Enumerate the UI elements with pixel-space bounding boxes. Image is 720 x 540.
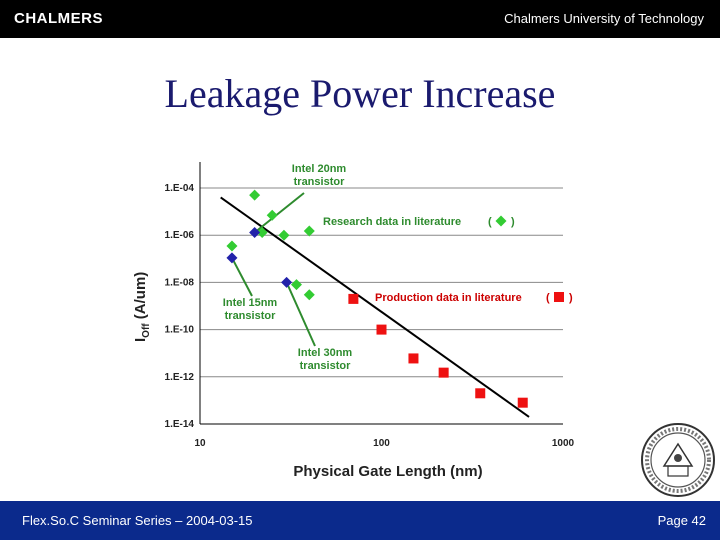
y-tick-label: 1.E-08 [165, 277, 195, 288]
annotation-arrow [285, 281, 316, 347]
data-point-production [408, 353, 419, 364]
marker-group [226, 189, 528, 408]
x-tick-label: 10 [194, 438, 206, 449]
data-point-research [278, 229, 290, 241]
annotation-arrow [231, 257, 253, 297]
legend-research-close: ) [511, 216, 515, 228]
annotation-arrow [254, 192, 305, 234]
legend-research-open: ( [488, 216, 492, 228]
y-tick-label: 1.E-06 [165, 230, 195, 241]
legend-production-open: ( [546, 292, 550, 304]
trendline [220, 196, 530, 418]
footer-series: Flex.So.C Seminar Series – 2004-03-15 [22, 513, 253, 528]
legend-research-marker [495, 215, 507, 227]
chart-axes [199, 162, 563, 425]
data-point-research [266, 209, 278, 221]
data-point-intel [281, 276, 293, 288]
x-axis-label: Physical Gate Length (nm) [293, 463, 482, 480]
data-point-production [475, 388, 486, 399]
page-number: Page 42 [657, 513, 706, 528]
data-point-research [303, 289, 315, 301]
footer-bar: Flex.So.C Seminar Series – 2004-03-15 Pa… [0, 501, 720, 540]
chalmers-logo: CHALMERS [14, 10, 103, 27]
university-seal-icon [641, 423, 715, 497]
data-point-intel [226, 252, 238, 264]
y-axis-label: IOff (A/um) [132, 272, 152, 342]
annotation-label: Intel 15nm [223, 297, 278, 309]
x-tick-label: 100 [373, 438, 390, 449]
legend-production-marker [554, 292, 564, 302]
legend-production-label: Production data in literature [375, 292, 522, 304]
data-point-research [249, 189, 261, 201]
data-point-research [303, 225, 315, 237]
data-point-production [517, 397, 528, 408]
y-tick-label: 1.E-10 [165, 325, 195, 336]
x-tick-label: 1000 [552, 438, 575, 449]
y-tick-label: 1.E-12 [165, 372, 195, 383]
data-point-research [290, 279, 302, 291]
y-tick-label: 1.E-14 [165, 419, 195, 430]
university-name: Chalmers University of Technology [504, 11, 704, 26]
annotation-label: transistor [300, 360, 351, 372]
trendline-group [220, 196, 530, 418]
data-point-production [438, 367, 449, 378]
y-tick-label: 1.E-04 [165, 183, 195, 194]
data-point-intel [249, 227, 261, 239]
header-bar: CHALMERS Chalmers University of Technolo… [0, 0, 720, 38]
annotation-label: transistor [225, 310, 276, 322]
annotation-label: Intel 20nm [292, 163, 347, 175]
annotation-label: Intel 30nm [298, 347, 353, 359]
data-point-production [348, 293, 359, 304]
legend-research-label: Research data in literature [323, 216, 461, 228]
axis-labels: 1.E-04 1.E-06 1.E-08 1.E-10 1.E-12 1.E-14 10 10… [132, 183, 575, 480]
data-point-research [226, 240, 238, 252]
legend-production-close: ) [569, 292, 573, 304]
data-point-production [376, 324, 387, 335]
legend-group: Research data in literature () Production … [323, 215, 573, 304]
slide-title: Leakage Power Increase [164, 71, 556, 116]
annotation-label: transistor [294, 176, 345, 188]
data-point-research [256, 227, 268, 239]
